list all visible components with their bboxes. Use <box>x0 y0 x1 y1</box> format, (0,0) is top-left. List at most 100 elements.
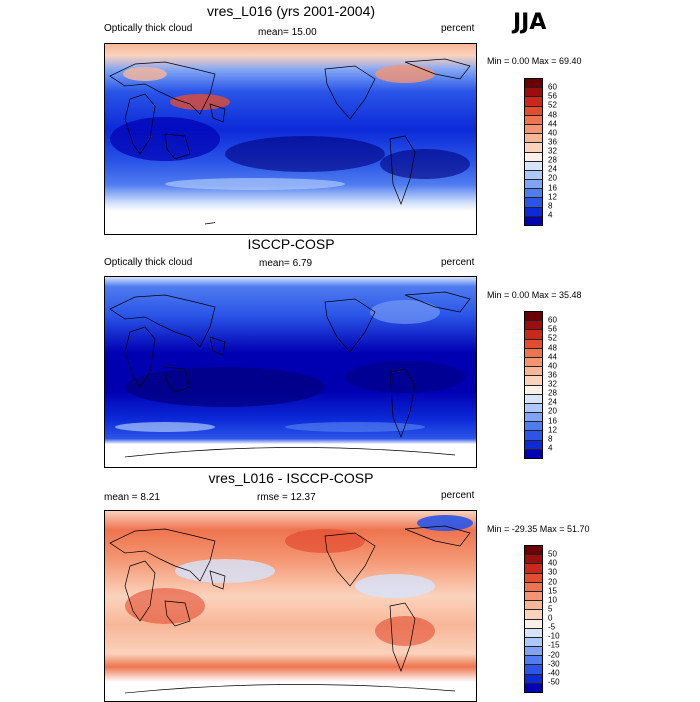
colorbar-swatch <box>525 546 542 556</box>
colorbar-swatch <box>525 339 542 349</box>
colorbar-tick-label: -15 <box>548 640 560 650</box>
panel1-left-label: Optically thick cloud <box>104 23 193 34</box>
colorbar-swatch <box>525 394 542 404</box>
panel2-units-label: percent <box>441 257 475 268</box>
colorbar-swatch <box>525 564 542 574</box>
colorbar-swatch <box>525 88 542 98</box>
panel2-left-label: Optically thick cloud <box>104 257 193 268</box>
colorbar-swatch <box>525 440 542 450</box>
colorbar-swatch <box>525 665 542 675</box>
colorbar-tick-label: -20 <box>548 650 560 659</box>
colorbar-swatch <box>525 207 542 217</box>
colorbar-swatch <box>525 97 542 107</box>
panel1-colorbar <box>524 78 543 226</box>
colorbar-tick-label: 36 <box>548 137 557 147</box>
panel3-mean-label: mean = 8.21 <box>104 492 160 503</box>
colorbar-swatch <box>525 198 542 208</box>
colorbar-tick-label: 48 <box>548 110 557 119</box>
colorbar-swatch <box>525 115 542 125</box>
colorbar-swatch <box>525 555 542 565</box>
colorbar-tick-label: -10 <box>548 631 560 641</box>
panel3-minmax: Min = -29.35 Max = 51.70 <box>487 524 590 534</box>
panel3-title: vres_L016 - ISCCP-COSP <box>208 470 374 486</box>
colorbar-tick-label: -5 <box>548 622 556 632</box>
colorbar-tick-label: 40 <box>548 361 557 371</box>
colorbar-tick-label: 60 <box>548 82 557 92</box>
colorbar-swatch <box>525 628 542 638</box>
colorbar-swatch <box>525 591 542 602</box>
colorbar-tick-label: 8 <box>548 201 553 211</box>
colorbar-swatch <box>525 216 542 225</box>
colorbar-swatch <box>525 413 542 423</box>
colorbar-tick-label: 40 <box>548 558 557 568</box>
colorbar-tick-label: 56 <box>548 324 557 334</box>
colorbar-swatch <box>525 422 542 432</box>
colorbar-swatch <box>525 170 542 181</box>
colorbar-tick-label: 28 <box>548 155 557 165</box>
colorbar-swatch <box>525 619 542 629</box>
colorbar-tick-label: 16 <box>548 183 557 192</box>
colorbar-swatch <box>525 431 542 441</box>
colorbar-tick-label: 4 <box>548 210 553 220</box>
colorbar-swatch <box>525 330 542 340</box>
colorbar-swatch <box>525 312 542 322</box>
panel3-units-label: percent <box>441 490 475 501</box>
panel1-mean-label: mean= 15.00 <box>258 27 317 38</box>
panel1-map <box>104 43 477 235</box>
colorbar-swatch <box>525 656 542 666</box>
colorbar-tick-label: 44 <box>548 119 557 129</box>
colorbar-swatch <box>525 134 542 144</box>
colorbar-tick-label: -50 <box>548 677 560 687</box>
colorbar-tick-label: 12 <box>548 192 557 202</box>
panel1-units-label: percent <box>441 23 475 34</box>
colorbar-swatch <box>525 385 542 395</box>
colorbar-swatch <box>525 573 542 583</box>
colorbar-swatch <box>525 674 542 684</box>
colorbar-tick-label: 5 <box>548 604 553 614</box>
colorbar-swatch <box>525 321 542 331</box>
colorbar-swatch <box>525 124 542 135</box>
panel3-map <box>104 510 477 702</box>
panel2-title: ISCCP-COSP <box>247 236 335 252</box>
colorbar-tick-label: 24 <box>548 164 557 174</box>
panel1-minmax: Min = 0.00 Max = 69.40 <box>487 56 582 66</box>
panel2-colorbar <box>524 311 543 459</box>
season-label: JJA <box>513 10 547 35</box>
colorbar-tick-label: 28 <box>548 388 557 398</box>
panel1-title: vres_L016 (yrs 2001-2004) <box>206 3 376 19</box>
colorbar-swatch <box>525 637 542 648</box>
colorbar-swatch <box>525 403 542 414</box>
colorbar-swatch <box>525 180 542 190</box>
colorbar-tick-label: 30 <box>548 567 557 577</box>
colorbar-swatch <box>525 610 542 620</box>
colorbar-tick-label: 56 <box>548 91 557 101</box>
colorbar-tick-label: 32 <box>548 146 557 156</box>
colorbar-tick-label: 52 <box>548 100 557 110</box>
colorbar-tick-label: 52 <box>548 333 557 343</box>
colorbar-swatch <box>525 582 542 592</box>
colorbar-swatch <box>525 601 542 611</box>
colorbar-tick-label: 44 <box>548 352 557 362</box>
colorbar-tick-label: 20 <box>548 173 557 183</box>
colorbar-swatch <box>525 79 542 89</box>
colorbar-swatch <box>525 106 542 116</box>
colorbar-swatch <box>525 357 542 368</box>
colorbar-tick-label: 16 <box>548 416 557 425</box>
colorbar-swatch <box>525 683 542 692</box>
panel3-colorbar <box>524 545 543 693</box>
colorbar-tick-label: 24 <box>548 397 557 407</box>
colorbar-swatch <box>525 647 542 657</box>
colorbar-tick-label: 8 <box>548 434 553 444</box>
colorbar-tick-label: 0 <box>548 613 553 623</box>
colorbar-tick-label: 15 <box>548 586 557 596</box>
colorbar-tick-label: -40 <box>548 668 560 678</box>
colorbar-swatch <box>525 189 542 199</box>
colorbar-tick-label: 36 <box>548 370 557 380</box>
colorbar-swatch <box>525 449 542 458</box>
colorbar-swatch <box>525 152 542 162</box>
colorbar-tick-label: 20 <box>548 406 557 416</box>
panel2-mean-label: mean= 6.79 <box>259 258 313 269</box>
colorbar-swatch <box>525 161 542 171</box>
colorbar-tick-label: 60 <box>548 315 557 325</box>
colorbar-tick-label: 32 <box>548 379 557 389</box>
